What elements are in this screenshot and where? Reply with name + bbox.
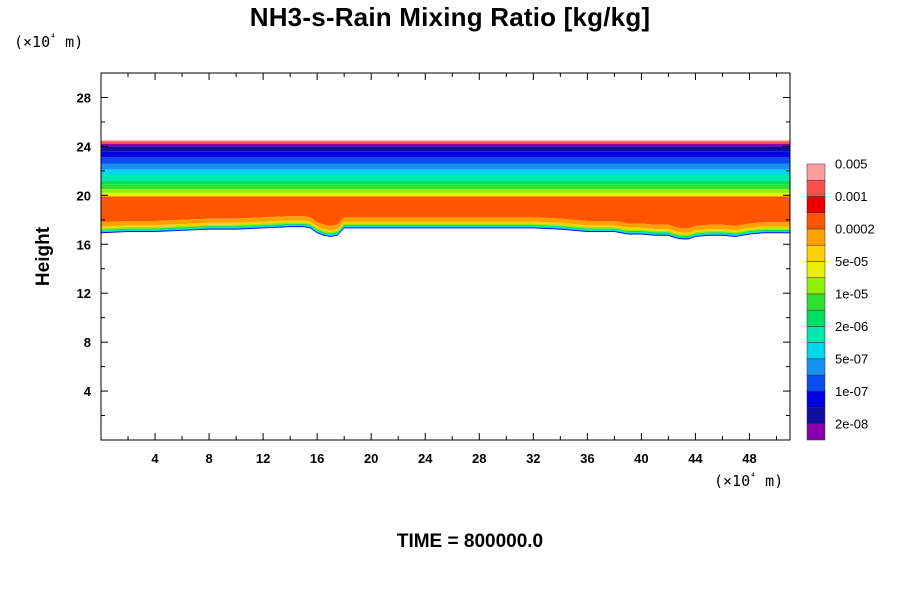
- y-axis-title: Height: [33, 226, 54, 286]
- colorbar-label: 5e-05: [835, 254, 868, 269]
- colorbar-swatch: [806, 358, 826, 376]
- colorbar-swatch: [806, 163, 826, 181]
- colorbar-swatch: [806, 391, 826, 408]
- colorbar-swatch: [806, 196, 826, 213]
- y-tick-label: 8: [84, 335, 91, 350]
- colorbar-swatch: [806, 277, 826, 295]
- colorbar-label: 2e-08: [835, 416, 868, 431]
- colorbar-swatch: [806, 407, 826, 425]
- x-axis-unit: (×10⁴ m): [714, 472, 784, 490]
- x-tick-label: 24: [418, 451, 433, 466]
- colorbar-label: 5e-07: [835, 351, 868, 366]
- x-tick-label: 28: [472, 451, 486, 466]
- colorbar-swatch: [806, 212, 826, 230]
- x-tick-label: 40: [634, 451, 648, 466]
- x-tick-label: 4: [151, 451, 159, 466]
- colorbar-swatch: [806, 423, 826, 441]
- contour-band: [101, 189, 790, 193]
- x-tick-label: 12: [256, 451, 270, 466]
- colorbar-swatch: [806, 342, 826, 360]
- y-tick-label: 12: [77, 286, 91, 301]
- colorbar-swatch: [806, 228, 826, 246]
- contour-band: [101, 146, 790, 152]
- x-tick-label: 36: [580, 451, 594, 466]
- x-tick-label: 8: [205, 451, 212, 466]
- contour-band: [101, 140, 790, 142]
- y-tick-label: 16: [77, 237, 91, 252]
- colorbar-swatch: [806, 309, 826, 327]
- colorbar-label: 0.0002: [835, 221, 875, 236]
- x-tick-label: 48: [742, 451, 756, 466]
- x-tick-label: 16: [310, 451, 324, 466]
- y-tick-label: 4: [84, 384, 92, 399]
- contour-band: [101, 174, 790, 181]
- y-tick-label: 24: [77, 139, 92, 154]
- contour-band: [101, 151, 790, 158]
- colorbar-label: 0.005: [835, 157, 868, 172]
- colorbar-swatch: [806, 293, 826, 311]
- contour-band: [101, 192, 790, 197]
- contour-band: [101, 180, 790, 185]
- contour-band: [101, 157, 790, 164]
- colorbar-swatch: [806, 179, 826, 197]
- colorbar-swatch: [806, 326, 826, 343]
- contour-band: [101, 196, 790, 229]
- colorbar-swatch: [806, 374, 826, 392]
- contour-band: [101, 141, 790, 144]
- contour-band: [101, 143, 790, 147]
- contour-band: [101, 220, 790, 235]
- colorbar-swatch: [806, 261, 826, 278]
- colorbar-label: 1e-05: [835, 286, 868, 301]
- y-tick-label: 28: [77, 90, 91, 105]
- x-tick-label: 32: [526, 451, 540, 466]
- plot-frame: [100, 72, 791, 441]
- contour-band: [101, 169, 790, 175]
- time-label: TIME = 800000.0: [396, 531, 544, 552]
- contour-band: [101, 184, 790, 190]
- chart-title: NH3-s-Rain Mixing Ratio [kg/kg]: [249, 2, 651, 32]
- x-tick-label: 44: [688, 451, 703, 466]
- x-tick-label: 20: [364, 451, 378, 466]
- colorbar-label: 2e-06: [835, 319, 868, 334]
- y-axis-unit: (×10⁴ m): [14, 33, 84, 51]
- contour-band: [101, 216, 790, 233]
- colorbar-label: 1e-07: [835, 384, 868, 399]
- y-tick-label: 20: [77, 188, 91, 203]
- colorbar: 2e-08 1e-07 5e-07 2e-06 1e-05 5e-05 0.0002 0.00…: [806, 157, 875, 441]
- colorbar-swatch: [806, 244, 826, 262]
- colorbar-label: 0.001: [835, 189, 868, 204]
- contour-band: [101, 163, 790, 170]
- contour-layer: [101, 140, 790, 240]
